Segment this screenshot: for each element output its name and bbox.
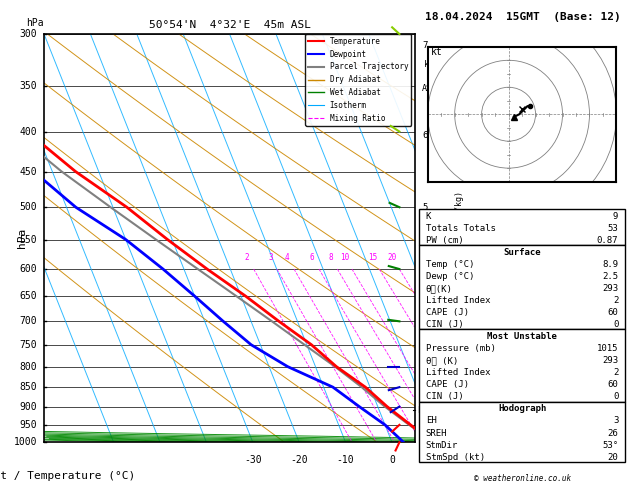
Text: 2: 2 xyxy=(245,253,250,262)
Text: Most Unstable: Most Unstable xyxy=(487,332,557,341)
Text: 900: 900 xyxy=(19,401,37,412)
Text: Mixing Ratio (g/kg): Mixing Ratio (g/kg) xyxy=(455,191,464,286)
Text: Dewpoint / Temperature (°C): Dewpoint / Temperature (°C) xyxy=(0,471,135,481)
Text: 4: 4 xyxy=(422,262,428,271)
Text: 550: 550 xyxy=(19,235,37,244)
Text: 700: 700 xyxy=(19,316,37,326)
Text: 1015: 1015 xyxy=(597,344,618,353)
Text: CAPE (J): CAPE (J) xyxy=(426,308,469,317)
Text: 18.04.2024  15GMT  (Base: 12): 18.04.2024 15GMT (Base: 12) xyxy=(425,12,620,22)
Text: 293: 293 xyxy=(602,356,618,365)
Text: 650: 650 xyxy=(19,291,37,301)
Text: CIN (J): CIN (J) xyxy=(426,392,464,401)
Text: 5: 5 xyxy=(422,203,428,212)
Text: 53: 53 xyxy=(608,224,618,233)
Text: 2: 2 xyxy=(422,360,428,369)
Text: 15: 15 xyxy=(368,253,377,262)
Text: LCL: LCL xyxy=(418,406,433,415)
FancyBboxPatch shape xyxy=(420,402,625,462)
Text: StmDir: StmDir xyxy=(426,440,458,450)
Text: 0: 0 xyxy=(613,392,618,401)
Text: 3: 3 xyxy=(268,253,273,262)
Text: 10: 10 xyxy=(340,253,350,262)
FancyBboxPatch shape xyxy=(420,209,625,245)
Text: 800: 800 xyxy=(19,362,37,372)
Text: Totals Totals: Totals Totals xyxy=(426,224,496,233)
Text: 450: 450 xyxy=(19,167,37,176)
Text: 0: 0 xyxy=(613,320,618,329)
Legend: Temperature, Dewpoint, Parcel Trajectory, Dry Adiabat, Wet Adiabat, Isotherm, Mi: Temperature, Dewpoint, Parcel Trajectory… xyxy=(305,34,411,126)
FancyBboxPatch shape xyxy=(420,330,625,402)
Text: km: km xyxy=(424,60,434,69)
Text: kt: kt xyxy=(430,47,442,57)
Text: 2: 2 xyxy=(613,368,618,377)
Text: 3: 3 xyxy=(613,417,618,425)
Text: 2.5: 2.5 xyxy=(602,272,618,281)
Text: 600: 600 xyxy=(19,264,37,274)
Text: CAPE (J): CAPE (J) xyxy=(426,381,469,389)
Text: K: K xyxy=(426,212,431,221)
Text: SREH: SREH xyxy=(426,429,447,437)
Text: 60: 60 xyxy=(608,381,618,389)
Text: 850: 850 xyxy=(19,382,37,392)
Text: -30: -30 xyxy=(244,454,262,465)
Text: 6: 6 xyxy=(310,253,314,262)
Text: Lifted Index: Lifted Index xyxy=(426,296,491,305)
Text: 9: 9 xyxy=(613,212,618,221)
Text: 3: 3 xyxy=(422,315,428,324)
Text: StmSpd (kt): StmSpd (kt) xyxy=(426,452,485,462)
Text: 2: 2 xyxy=(613,296,618,305)
Text: © weatheronline.co.uk: © weatheronline.co.uk xyxy=(474,474,571,483)
Text: Dewp (°C): Dewp (°C) xyxy=(426,272,474,281)
Text: -10: -10 xyxy=(337,454,354,465)
Text: 0: 0 xyxy=(389,454,395,465)
Text: Surface: Surface xyxy=(503,248,541,257)
Text: 8: 8 xyxy=(328,253,333,262)
Text: 6: 6 xyxy=(422,131,428,140)
Text: 4: 4 xyxy=(285,253,290,262)
Text: θᴁ (K): θᴁ (K) xyxy=(426,356,458,365)
FancyBboxPatch shape xyxy=(420,245,625,330)
Text: 500: 500 xyxy=(19,202,37,212)
Text: CIN (J): CIN (J) xyxy=(426,320,464,329)
Title: 50°54'N  4°32'E  45m ASL: 50°54'N 4°32'E 45m ASL xyxy=(148,20,311,31)
Text: Hodograph: Hodograph xyxy=(498,404,546,414)
Text: 26: 26 xyxy=(608,429,618,437)
Text: 950: 950 xyxy=(19,420,37,430)
Text: 0.87: 0.87 xyxy=(597,236,618,245)
Text: -20: -20 xyxy=(291,454,308,465)
Text: hPa: hPa xyxy=(26,18,43,28)
Text: 750: 750 xyxy=(19,340,37,350)
Text: 1: 1 xyxy=(422,405,428,414)
Text: ASL: ASL xyxy=(421,84,437,93)
Text: Pressure (mb): Pressure (mb) xyxy=(426,344,496,353)
Text: 400: 400 xyxy=(19,126,37,137)
Text: Temp (°C): Temp (°C) xyxy=(426,260,474,269)
Text: EH: EH xyxy=(426,417,437,425)
Text: 7: 7 xyxy=(422,41,428,50)
Text: 8.9: 8.9 xyxy=(602,260,618,269)
Text: 293: 293 xyxy=(602,284,618,293)
Text: 350: 350 xyxy=(19,81,37,91)
Text: PW (cm): PW (cm) xyxy=(426,236,464,245)
Text: θᴁ(K): θᴁ(K) xyxy=(426,284,453,293)
Text: 300: 300 xyxy=(19,29,37,39)
Text: 20: 20 xyxy=(608,452,618,462)
Text: Lifted Index: Lifted Index xyxy=(426,368,491,377)
Text: hPa: hPa xyxy=(17,228,27,248)
Text: 60: 60 xyxy=(608,308,618,317)
Text: 20: 20 xyxy=(387,253,397,262)
Text: 53°: 53° xyxy=(602,440,618,450)
Text: 1000: 1000 xyxy=(14,437,37,447)
